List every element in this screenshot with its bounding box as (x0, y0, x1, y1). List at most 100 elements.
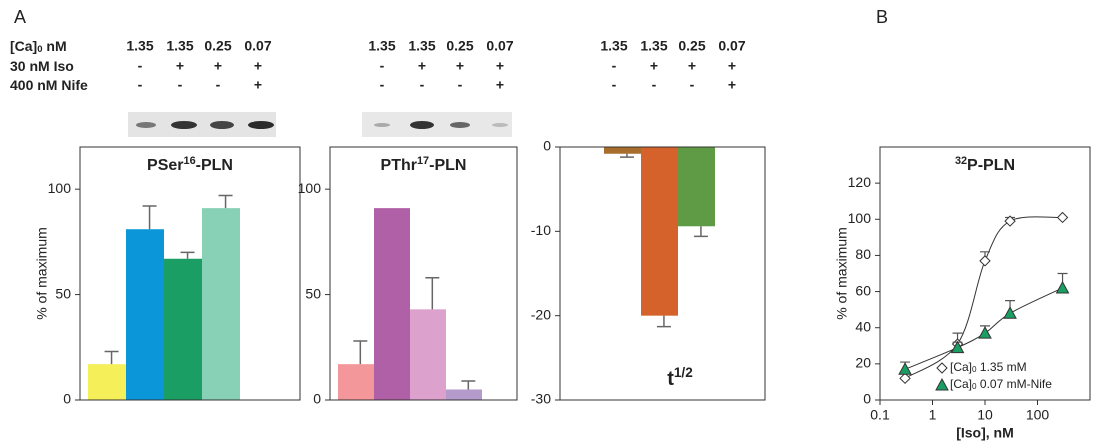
y-tick-label: 0 (863, 391, 871, 407)
triangle-marker (898, 362, 912, 375)
bar (164, 258, 202, 400)
y-tick-label: 50 (55, 285, 71, 301)
x-tick-label: 10 (977, 407, 993, 423)
chart-title-part: PThr (381, 157, 417, 174)
error-bar (353, 340, 368, 365)
bar (446, 389, 482, 400)
bar (126, 229, 164, 400)
condition-label-part: nM (43, 38, 67, 54)
condition-value: 1.35 (640, 38, 667, 54)
error-bar (425, 276, 440, 310)
condition-value: 1.35 (600, 38, 627, 54)
x-tick-label: 100 (1026, 407, 1050, 423)
condition-value: 1.35 (368, 38, 395, 54)
error-bar (218, 194, 233, 209)
triangle-marker (1055, 280, 1070, 294)
condition-value: + (418, 58, 426, 74)
condition-label: 30 nM Iso (10, 58, 74, 74)
panel-label: B (876, 7, 888, 27)
bar (202, 208, 240, 400)
y-tick-label: 0 (543, 138, 551, 154)
bar (88, 364, 126, 400)
condition-label-part: 400 nM Nife (10, 77, 88, 93)
legend-label-part: 0 (972, 382, 977, 391)
condition-value: + (456, 58, 464, 74)
y-tick-label: 100 (298, 180, 322, 196)
y-tick-label: -30 (531, 391, 551, 407)
condition-value: - (216, 77, 221, 93)
plot-frame (79, 146, 301, 401)
legend-label-part: 0 (972, 365, 977, 374)
blot-band (210, 121, 234, 129)
condition-value: - (380, 58, 385, 74)
condition-label-part: [Ca] (10, 38, 37, 54)
bar (678, 147, 715, 227)
condition-value: + (650, 58, 658, 74)
condition-value: + (496, 77, 504, 93)
bar (374, 208, 410, 400)
bar (641, 147, 678, 316)
diamond-marker (936, 362, 948, 374)
legend-label: [Ca]0 0.07 mM-Nife (950, 377, 1052, 391)
diamond-marker (979, 255, 991, 267)
condition-value: 0.07 (244, 38, 271, 54)
legend-label-part: [Ca] (950, 377, 972, 391)
condition-value: + (728, 77, 736, 93)
condition-label: [Ca]0 nM (10, 38, 67, 55)
plot-frame (559, 146, 766, 401)
y-tick-label: 20 (855, 355, 871, 371)
blot-band (492, 123, 508, 127)
panel-label: A (14, 7, 26, 27)
western-blots (128, 112, 512, 137)
error-bar (142, 205, 157, 230)
condition-value: 1.35 (126, 38, 153, 54)
bar (410, 309, 446, 400)
bar (604, 147, 641, 154)
condition-value: - (420, 77, 425, 93)
diamond-marker (1004, 215, 1016, 227)
condition-value: + (254, 77, 262, 93)
blot-band (410, 121, 434, 129)
blot-band (450, 122, 470, 128)
y-tick-label: 100 (48, 180, 72, 196)
chart-title-part: P-PLN (967, 157, 1015, 174)
chart-title-part: -PLN (429, 157, 466, 174)
y-tick-label: 100 (848, 210, 872, 226)
chart-title-part: PSer (147, 157, 183, 174)
triangle-marker (935, 377, 949, 391)
condition-value: 0.07 (486, 38, 513, 54)
condition-value: - (458, 77, 463, 93)
blot-band (136, 122, 156, 128)
condition-value: - (138, 58, 143, 74)
condition-value: 0.07 (718, 38, 745, 54)
condition-value: + (496, 58, 504, 74)
triangle-marker (950, 340, 965, 354)
legend-label: [Ca]0 1.35 mM (950, 360, 1027, 374)
condition-value: 0.25 (678, 38, 705, 54)
chart-title: PThr17-PLN (381, 155, 467, 174)
triangle-marker (1003, 306, 1017, 319)
condition-value: + (214, 58, 222, 74)
legend-label-part: [Ca] (950, 360, 972, 374)
condition-value: + (254, 58, 262, 74)
condition-value: - (178, 77, 183, 93)
diamond-marker (899, 372, 911, 385)
diamond-marker (1056, 211, 1069, 224)
condition-value: 0.25 (446, 38, 473, 54)
annotation-part: t (667, 368, 674, 390)
condition-value: + (176, 58, 184, 74)
condition-value: 1.35 (166, 38, 193, 54)
legend-label-part: 1.35 mM (977, 360, 1027, 374)
error-bar (104, 350, 119, 365)
chart-title-part: 32 (955, 155, 967, 167)
condition-value: - (138, 77, 143, 93)
y-tick-label: -20 (531, 306, 551, 322)
fit-curve (904, 216, 1063, 379)
error-bar (461, 380, 476, 390)
chart-title-part: 16 (184, 155, 196, 167)
condition-value: + (728, 58, 736, 74)
annotation-part: 1/2 (674, 365, 693, 380)
blot-band (171, 121, 197, 129)
plot-frame (329, 146, 518, 401)
